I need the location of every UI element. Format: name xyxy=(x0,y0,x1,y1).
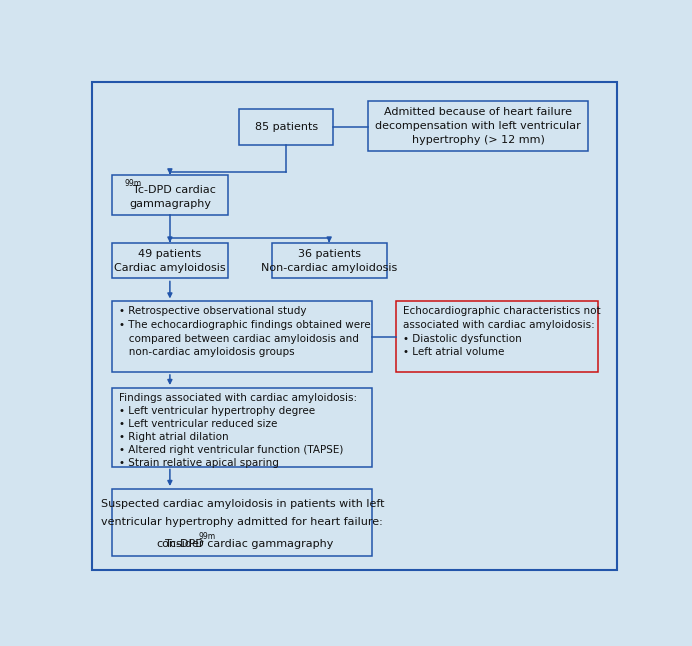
Text: Tc-DPD cardiac: Tc-DPD cardiac xyxy=(133,185,216,195)
Text: • Retrospective observational study
• The echocardiographic findings obtained we: • Retrospective observational study • Th… xyxy=(119,306,370,357)
Text: 36 patients
Non-cardiac amyloidosis: 36 patients Non-cardiac amyloidosis xyxy=(261,249,397,273)
Bar xyxy=(112,489,372,556)
Text: 85 patients: 85 patients xyxy=(255,121,318,132)
Bar xyxy=(368,101,588,151)
Bar xyxy=(112,174,228,215)
Bar xyxy=(239,109,334,145)
Text: gammagraphy: gammagraphy xyxy=(129,199,211,209)
Text: ventricular hypertrophy admitted for heart failure:: ventricular hypertrophy admitted for hea… xyxy=(102,517,383,528)
Text: Echocardiographic characteristics not
associated with cardiac amyloidosis:
• Dia: Echocardiographic characteristics not as… xyxy=(403,306,601,357)
Bar xyxy=(112,243,228,278)
Bar xyxy=(271,243,387,278)
Text: Tc-DPD cardiac gammagraphy: Tc-DPD cardiac gammagraphy xyxy=(165,539,333,549)
Text: Admitted because of heart failure
decompensation with left ventricular
hypertrop: Admitted because of heart failure decomp… xyxy=(375,107,581,145)
Text: Findings associated with cardiac amyloidosis:
• Left ventricular hypertrophy deg: Findings associated with cardiac amyloid… xyxy=(119,393,357,468)
Text: Suspected cardiac amyloidosis in patients with left: Suspected cardiac amyloidosis in patient… xyxy=(100,499,384,508)
Text: consider: consider xyxy=(157,539,204,549)
Text: 99m: 99m xyxy=(199,532,216,541)
Bar xyxy=(397,301,598,372)
Text: 99m: 99m xyxy=(125,178,142,187)
Bar xyxy=(112,388,372,466)
Bar xyxy=(112,301,372,372)
Text: 49 patients
Cardiac amyloidosis: 49 patients Cardiac amyloidosis xyxy=(114,249,226,273)
